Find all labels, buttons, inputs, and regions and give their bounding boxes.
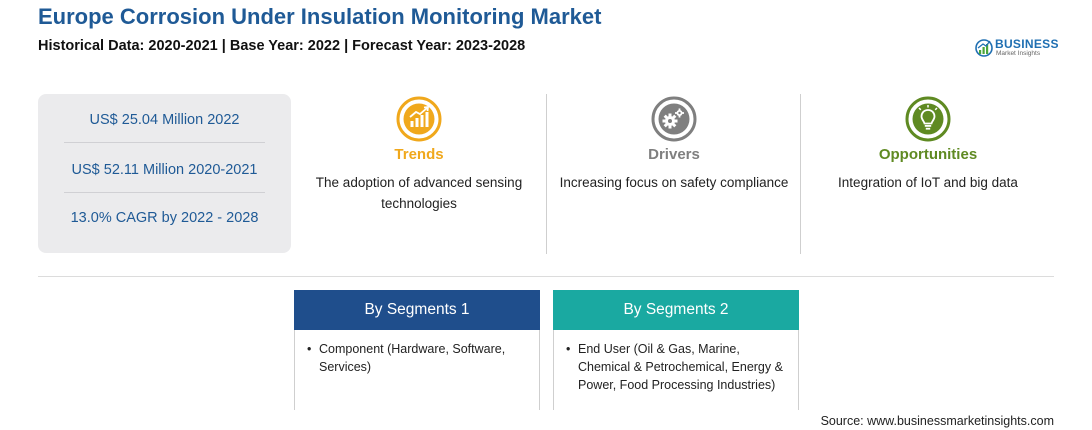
list-item: • End User (Oil & Gas, Marine, Chemical … [566, 340, 786, 394]
stat-market-size: US$ 25.04 Million 2022 [89, 112, 240, 128]
segment-1-item: Component (Hardware, Software, Services) [319, 342, 506, 374]
opportunities-text: Integration of IoT and big data [838, 175, 1018, 190]
logo-wordmark: BUSINESS [995, 37, 1059, 51]
stat-divider [64, 192, 265, 193]
page-title: Europe Corrosion Under Insulation Monito… [38, 4, 602, 29]
logo-tagline: Market Insights [996, 50, 1041, 57]
segment-1-body: • Component (Hardware, Software, Service… [294, 330, 540, 410]
bullet-icon: • [307, 342, 312, 356]
segment-2-title: By Segments 2 [553, 290, 799, 330]
gears-icon [651, 96, 697, 142]
stats-panel: US$ 25.04 Million 2022 US$ 52.11 Million… [38, 94, 291, 253]
segment-2-body: • End User (Oil & Gas, Marine, Chemical … [553, 330, 799, 410]
opportunities-heading: Opportunities [878, 146, 978, 163]
stat-historical: US$ 52.11 Million 2020-2021 [71, 162, 258, 178]
trends-text: The adoption of advanced sensing technol… [315, 175, 523, 211]
bullet-icon: • [566, 342, 571, 356]
segment-2-item: End User (Oil & Gas, Marine, Chemical & … [578, 342, 783, 392]
company-logo: BUSINESS Market Insights [975, 37, 1065, 61]
segment-1-title: By Segments 1 [294, 290, 540, 330]
trends-heading: Trends [394, 146, 444, 163]
drivers-text: Increasing focus on safety compliance [559, 175, 789, 190]
column-divider [800, 94, 801, 254]
column-divider [546, 94, 547, 254]
drivers-heading: Drivers [648, 146, 700, 163]
page-subtitle: Historical Data: 2020-2021 | Base Year: … [38, 38, 526, 54]
opportunities-column: Opportunities Integration of IoT and big… [808, 96, 1048, 193]
trends-column: Trends The adoption of advanced sensing … [299, 96, 539, 214]
stat-cagr: 13.0% CAGR by 2022 - 2028 [70, 210, 259, 226]
source-note: Source: www.businessmarketinsights.com [820, 414, 1054, 428]
drivers-column: Drivers Increasing focus on safety compl… [554, 96, 794, 193]
section-divider [38, 276, 1054, 277]
lightbulb-icon [905, 96, 951, 142]
segment-card-2: By Segments 2 • End User (Oil & Gas, Mar… [553, 290, 799, 410]
trend-chart-icon [396, 96, 442, 142]
logo-globe-icon [975, 39, 993, 57]
segment-card-1: By Segments 1 • Component (Hardware, Sof… [294, 290, 540, 410]
list-item: • Component (Hardware, Software, Service… [307, 340, 527, 376]
stat-divider [64, 142, 265, 143]
